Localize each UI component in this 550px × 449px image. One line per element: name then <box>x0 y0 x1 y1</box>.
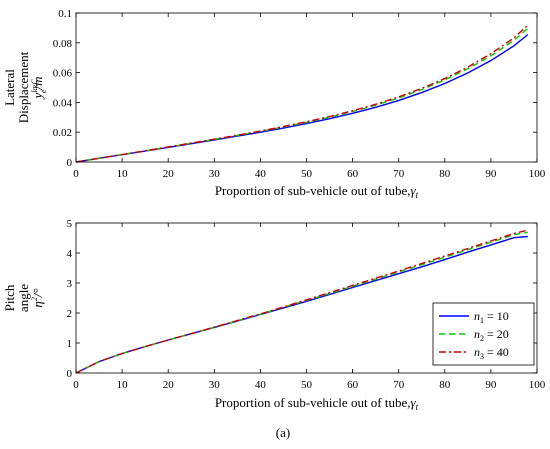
x-tick-label: 10 <box>117 379 129 391</box>
x-tick-label: 80 <box>439 379 451 391</box>
x-axis-label: Proportion of sub-vehicle out of tube,γt <box>215 395 419 412</box>
series-line-3 <box>75 24 529 163</box>
pitch-angle-chart: 0 10 20 30 40 50 60 70 80 90 100 0 1 2 3 4 5 Proportion o… <box>2 218 546 412</box>
legend-label: n3 = 40 <box>474 345 509 361</box>
legend: n1 = 10 n2 = 20 n3 = 40 <box>432 302 535 366</box>
x-tick-label: 20 <box>163 168 175 180</box>
lateral-displacement-chart: 0 10 20 30 40 50 60 70 80 90 100 0 0.02 0.04 0.06 0.08 0… <box>2 8 546 200</box>
y-axis-label-line: angle <box>16 284 31 312</box>
y-tick-label: 3 <box>67 278 73 290</box>
y-tick-label: 0 <box>67 368 73 380</box>
plot-frame <box>75 12 538 163</box>
y-tick-label: 5 <box>67 218 73 230</box>
x-tick-label: 70 <box>393 379 405 391</box>
y-axis-label-line: Pitch <box>2 284 17 311</box>
y-axis-label-math: η2/° <box>30 288 45 307</box>
series-line-1 <box>75 34 529 163</box>
x-tick-label: 10 <box>117 168 129 180</box>
y-axis-label: Pitch angle η2/° <box>2 284 45 312</box>
x-tick-label: 20 <box>163 379 175 391</box>
x-tick-label: 70 <box>393 168 405 180</box>
figure-caption: (a) <box>276 425 290 440</box>
x-tick-label: 50 <box>301 379 313 391</box>
y-axis-label: Lateral Displacement yla,Ce/m <box>2 51 48 123</box>
legend-label: n2 = 20 <box>474 327 509 343</box>
x-tick-label: 90 <box>485 168 497 180</box>
y-tick-label: 1 <box>67 338 73 350</box>
y-tick-label: 4 <box>67 248 73 260</box>
y-tick-label: 0.02 <box>53 127 72 139</box>
y-tick-label: 0 <box>67 157 73 169</box>
x-tick-label: 100 <box>529 168 546 180</box>
x-tick-label: 60 <box>347 168 359 180</box>
x-tick-label: 60 <box>347 379 359 391</box>
y-tick-label: 0.06 <box>53 68 73 80</box>
x-tick-label: 90 <box>485 379 497 391</box>
x-tick-label: 40 <box>255 379 267 391</box>
x-axis-label: Proportion of sub-vehicle out of tube,γt <box>215 183 419 200</box>
y-tick-label: 0.1 <box>58 8 72 20</box>
legend-label: n1 = 10 <box>474 309 509 325</box>
y-axis-label-line: Displacement <box>16 51 31 123</box>
x-tick-label: 0 <box>73 379 79 391</box>
x-tick-label: 80 <box>439 168 451 180</box>
x-tick-label: 40 <box>255 168 267 180</box>
x-tick-label: 0 <box>73 168 79 180</box>
x-tick-label: 50 <box>301 168 313 180</box>
y-tick-label: 0.08 <box>53 38 73 50</box>
series-line-3 <box>75 229 528 374</box>
series-line-2 <box>75 27 529 163</box>
y-tick-label: 2 <box>67 308 73 320</box>
y-tick-label: 0.04 <box>53 97 73 109</box>
x-tick-label: 30 <box>209 168 221 180</box>
x-tick-label: 100 <box>529 379 546 391</box>
y-axis-label-line: Lateral <box>2 69 17 106</box>
x-tick-label: 30 <box>209 379 221 391</box>
y-axis-label-math: yla,Ce/m <box>30 77 48 101</box>
